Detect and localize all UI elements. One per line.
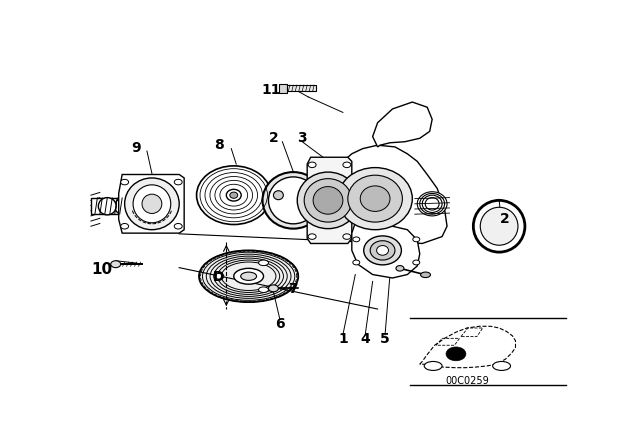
Ellipse shape: [413, 260, 420, 265]
Text: 8: 8: [214, 138, 224, 152]
Ellipse shape: [259, 260, 269, 266]
Ellipse shape: [241, 272, 257, 280]
Ellipse shape: [196, 166, 271, 224]
Ellipse shape: [308, 162, 316, 168]
Ellipse shape: [259, 287, 269, 293]
Text: 6: 6: [275, 317, 285, 331]
Ellipse shape: [199, 250, 298, 302]
Ellipse shape: [446, 347, 466, 361]
Ellipse shape: [420, 272, 431, 278]
Ellipse shape: [230, 192, 237, 198]
Ellipse shape: [269, 177, 318, 224]
Ellipse shape: [115, 198, 132, 215]
Text: 7: 7: [289, 282, 298, 296]
Ellipse shape: [422, 195, 442, 212]
Ellipse shape: [227, 190, 241, 201]
Ellipse shape: [297, 172, 359, 228]
Text: 1: 1: [338, 332, 348, 346]
Text: 9: 9: [131, 141, 141, 155]
Text: 00C0259: 00C0259: [445, 376, 489, 386]
Text: 4: 4: [360, 332, 370, 346]
Ellipse shape: [142, 194, 162, 214]
Text: 10: 10: [92, 262, 113, 277]
Ellipse shape: [348, 175, 403, 222]
Polygon shape: [269, 191, 280, 200]
Ellipse shape: [493, 362, 511, 370]
Ellipse shape: [338, 168, 412, 230]
Ellipse shape: [376, 246, 388, 255]
Ellipse shape: [480, 207, 518, 245]
Polygon shape: [91, 198, 124, 214]
Ellipse shape: [413, 237, 420, 242]
Ellipse shape: [111, 261, 121, 267]
Text: D: D: [213, 270, 225, 284]
Ellipse shape: [99, 198, 116, 215]
Ellipse shape: [121, 179, 129, 185]
Ellipse shape: [424, 362, 442, 370]
Ellipse shape: [133, 185, 171, 223]
Ellipse shape: [304, 179, 352, 222]
Ellipse shape: [174, 179, 182, 185]
Ellipse shape: [234, 268, 264, 284]
Polygon shape: [346, 145, 447, 244]
Text: 2: 2: [269, 131, 278, 145]
Ellipse shape: [125, 178, 179, 230]
Ellipse shape: [353, 237, 360, 242]
Text: 3: 3: [298, 130, 307, 145]
Text: 2: 2: [500, 212, 510, 226]
Ellipse shape: [174, 224, 182, 229]
Text: 5: 5: [380, 332, 390, 346]
Polygon shape: [118, 174, 184, 233]
Ellipse shape: [308, 234, 316, 239]
Ellipse shape: [343, 234, 351, 239]
Ellipse shape: [364, 236, 401, 265]
Ellipse shape: [214, 273, 224, 279]
Ellipse shape: [343, 162, 351, 168]
Polygon shape: [372, 102, 432, 147]
Ellipse shape: [396, 266, 404, 271]
Ellipse shape: [417, 192, 447, 216]
Ellipse shape: [360, 186, 390, 211]
Bar: [287, 85, 316, 91]
Ellipse shape: [121, 224, 129, 229]
Polygon shape: [307, 157, 352, 244]
Ellipse shape: [474, 200, 525, 252]
Ellipse shape: [269, 285, 278, 292]
Ellipse shape: [353, 260, 360, 265]
Ellipse shape: [273, 191, 284, 200]
Bar: [280, 84, 287, 93]
Polygon shape: [352, 223, 420, 278]
Ellipse shape: [262, 172, 324, 228]
Text: 11: 11: [261, 83, 281, 97]
Ellipse shape: [370, 241, 395, 260]
Ellipse shape: [313, 186, 343, 214]
